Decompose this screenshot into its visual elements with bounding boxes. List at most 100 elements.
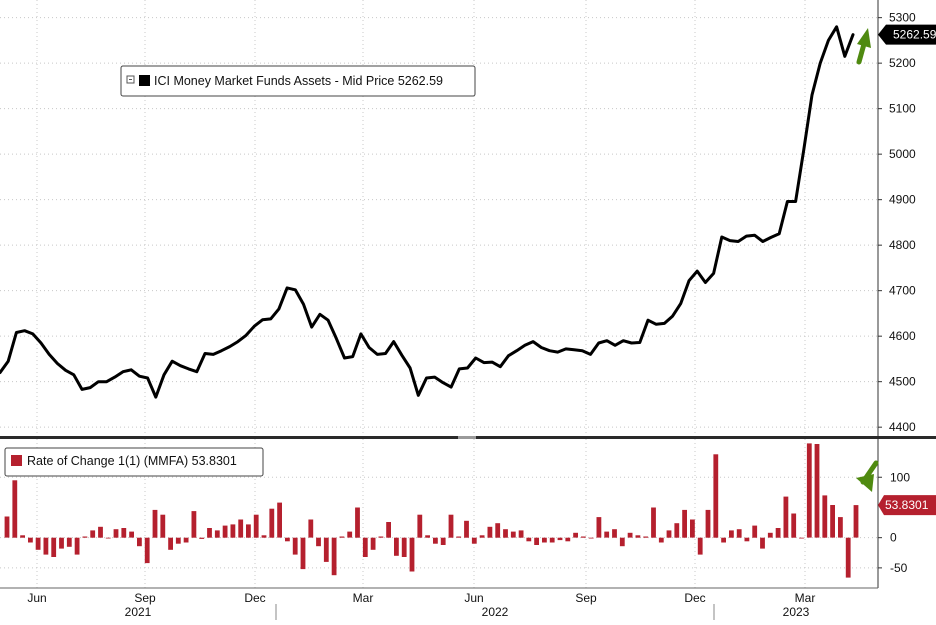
roc-bar — [378, 536, 384, 538]
roc-bar — [674, 523, 680, 538]
y-tick-label: 4700 — [889, 284, 916, 298]
roc-bar — [806, 443, 812, 538]
roc-bar — [238, 519, 244, 538]
roc-bar — [456, 536, 462, 538]
roc-bar — [658, 537, 664, 543]
roc-bar — [495, 523, 501, 538]
y-tick-label: 4800 — [889, 238, 916, 252]
roc-bar — [401, 537, 407, 557]
roc-bar — [542, 537, 547, 543]
roc-bar — [666, 530, 672, 538]
x-year-label: 2023 — [783, 605, 810, 619]
bottom-last-value-tag: 53.8301 — [878, 495, 936, 516]
roc-bar — [643, 536, 649, 538]
roc-bar — [503, 529, 508, 538]
y-tick-label: -50 — [890, 561, 908, 575]
roc-bar — [20, 535, 25, 538]
panel-resize-handle[interactable] — [458, 436, 476, 439]
roc-bar — [43, 537, 49, 555]
roc-bar — [394, 537, 399, 556]
x-tick-label: Jun — [464, 591, 483, 605]
x-year-label: 2021 — [125, 605, 152, 619]
roc-bar — [845, 537, 851, 578]
roc-bar — [28, 537, 33, 543]
roc-bar — [604, 531, 610, 538]
y-tick-label: 4500 — [889, 375, 916, 389]
legend-expand-icon[interactable] — [126, 75, 135, 84]
roc-bar — [526, 537, 532, 542]
roc-bar — [705, 509, 711, 538]
roc-bar — [479, 535, 485, 538]
roc-bar — [619, 537, 625, 547]
roc-bar — [651, 507, 656, 538]
x-axis-labels: Jun Sep Dec Mar Jun Sep Dec Mar 2021 202… — [27, 591, 815, 620]
roc-bar — [635, 535, 641, 538]
roc-bar — [518, 530, 524, 538]
top-last-value-text: 5262.59 — [893, 28, 936, 42]
roc-bar — [448, 514, 454, 538]
x-tick-label: Dec — [684, 591, 705, 605]
roc-bar — [433, 537, 438, 544]
roc-bar — [98, 526, 103, 538]
roc-bar — [74, 537, 80, 555]
roc-bar — [853, 505, 859, 538]
roc-bar — [222, 525, 228, 538]
bottom-last-value-text: 53.8301 — [885, 498, 929, 512]
roc-bar — [160, 514, 166, 538]
roc-bar — [105, 537, 111, 539]
roc-bars — [4, 443, 859, 578]
y-tick-label: 100 — [890, 470, 910, 484]
up-arrow-icon — [856, 28, 871, 65]
roc-bar — [534, 537, 539, 545]
bottom-last-value-tag-bg — [878, 495, 936, 516]
roc-bar — [207, 528, 212, 538]
roc-bar — [331, 537, 337, 576]
roc-bar — [417, 514, 423, 538]
roc-bar — [549, 537, 555, 543]
roc-bar — [838, 517, 843, 538]
bottom-legend[interactable]: Rate of Change 1(1) (MMFA) 53.8301 — [4, 447, 264, 477]
x-tick-label: Jun — [27, 591, 46, 605]
roc-bar — [51, 537, 57, 557]
roc-bar — [627, 532, 633, 538]
top-legend[interactable]: ICI Money Market Funds Assets - Mid Pric… — [120, 65, 476, 97]
y-tick-label: 4600 — [889, 329, 916, 343]
roc-bar — [137, 537, 142, 547]
roc-bar — [767, 532, 773, 538]
y-tick-label: 5300 — [889, 11, 916, 25]
top-last-value-tag-bg — [878, 24, 936, 45]
roc-bar — [760, 537, 765, 549]
y-tick-label: 0 — [890, 531, 897, 545]
roc-bar — [682, 509, 687, 538]
legend-swatch — [11, 455, 22, 466]
roc-bar — [246, 524, 251, 538]
bottom-legend-label: Rate of Change 1(1) (MMFA) 53.8301 — [27, 454, 237, 468]
roc-bar — [191, 511, 197, 538]
roc-bar — [557, 537, 563, 541]
x-tick-label: Sep — [134, 591, 156, 605]
roc-bar — [783, 496, 789, 538]
roc-bar — [830, 505, 835, 538]
roc-bar — [822, 495, 828, 538]
roc-bar — [690, 519, 695, 538]
roc-bar — [752, 525, 758, 538]
roc-bar — [230, 524, 236, 538]
roc-bar — [721, 537, 726, 543]
x-tick-label: Sep — [575, 591, 597, 605]
roc-bar — [744, 537, 750, 542]
roc-bar — [66, 537, 72, 547]
bottom-y-tick-labels: -50 0 100 — [878, 470, 910, 575]
roc-bar — [253, 514, 259, 538]
roc-bar — [152, 509, 158, 538]
x-tick-label: Mar — [353, 591, 374, 605]
top-legend-box — [120, 65, 476, 97]
roc-bar — [316, 537, 321, 547]
roc-bar — [440, 537, 446, 545]
roc-bar — [370, 537, 376, 550]
roc-bar — [121, 528, 127, 538]
roc-bar — [12, 480, 18, 538]
roc-bar — [409, 537, 415, 572]
roc-bar — [144, 537, 150, 564]
roc-bar — [175, 537, 181, 544]
